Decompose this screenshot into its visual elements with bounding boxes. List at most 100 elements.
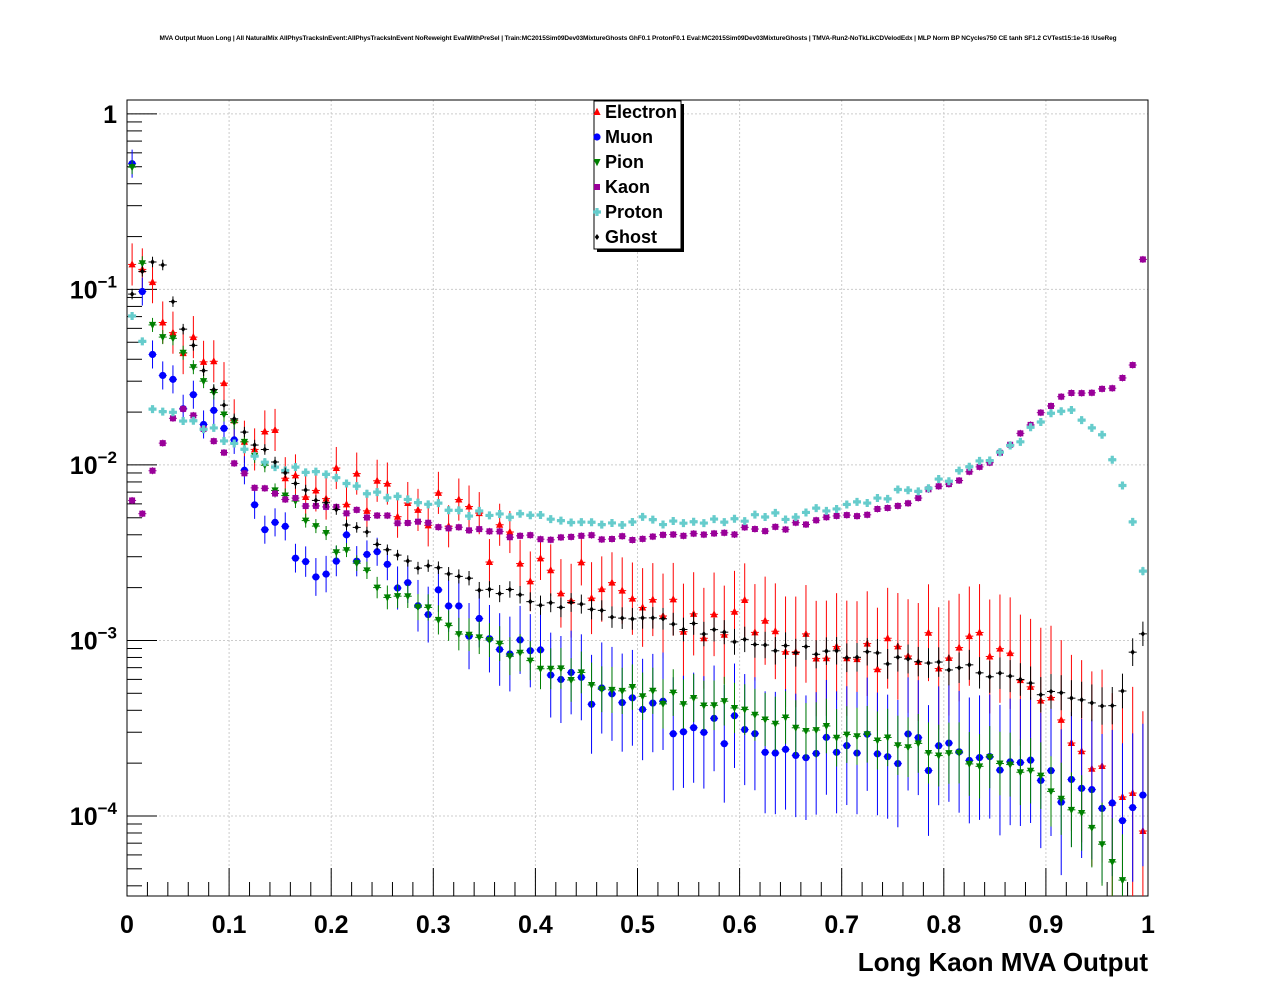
point-marker <box>650 614 656 621</box>
point-marker <box>721 529 728 536</box>
point-marker <box>415 565 421 572</box>
data-point <box>883 504 892 512</box>
data-point <box>556 516 565 525</box>
point-marker <box>210 357 218 365</box>
point-marker <box>283 469 288 476</box>
point-marker <box>761 748 769 756</box>
point-marker <box>140 268 145 275</box>
y-tick-label: 10−2 <box>70 448 117 480</box>
point-marker <box>1108 455 1117 464</box>
point-marker <box>1036 418 1045 427</box>
data-point <box>383 585 392 610</box>
point-marker <box>180 405 187 412</box>
point-marker <box>138 337 147 346</box>
data-point <box>985 660 994 693</box>
point-marker <box>588 532 595 539</box>
data-point <box>536 536 545 581</box>
data-point <box>260 515 269 544</box>
point-marker <box>446 570 451 577</box>
data-point <box>219 436 228 445</box>
point-marker <box>598 584 606 593</box>
point-marker <box>148 350 157 359</box>
point-marker <box>373 476 381 484</box>
data-point <box>546 536 555 544</box>
data-point <box>699 531 708 539</box>
data-point <box>536 648 545 690</box>
point-marker <box>783 642 788 649</box>
data-point <box>965 462 974 471</box>
data-point <box>638 607 647 629</box>
data-point <box>791 638 800 667</box>
data-point <box>250 490 259 519</box>
data-point <box>546 648 555 690</box>
point-marker <box>975 456 984 465</box>
point-marker <box>548 599 553 606</box>
point-marker <box>720 740 728 748</box>
point-marker <box>199 378 208 386</box>
point-marker <box>701 631 707 638</box>
data-point <box>924 722 933 784</box>
data-point <box>587 599 596 620</box>
point-marker <box>241 470 248 477</box>
point-marker <box>312 502 319 509</box>
data-point <box>1006 732 1015 797</box>
point-marker <box>1068 389 1075 396</box>
data-point <box>495 509 504 518</box>
point-marker <box>639 693 647 701</box>
data-point <box>934 475 943 484</box>
data-point <box>567 533 576 541</box>
data-point <box>750 525 759 533</box>
point-marker <box>373 548 381 556</box>
point-marker <box>517 532 524 539</box>
data-point <box>1016 429 1025 437</box>
point-marker <box>1120 687 1125 694</box>
point-marker <box>332 557 340 565</box>
data-point <box>812 702 821 758</box>
data-point <box>189 416 198 425</box>
data-point <box>271 408 280 452</box>
point-marker <box>710 610 718 618</box>
point-marker <box>546 515 555 524</box>
data-point <box>1098 385 1107 393</box>
data-point <box>842 500 851 509</box>
point-marker <box>170 298 176 305</box>
data-point <box>413 498 422 507</box>
point-marker <box>384 512 391 519</box>
point-marker <box>496 520 504 528</box>
point-marker <box>536 554 545 562</box>
data-point <box>148 256 157 268</box>
point-marker <box>669 689 677 697</box>
point-marker <box>577 558 585 566</box>
point-marker <box>272 490 279 497</box>
point-marker <box>436 564 441 571</box>
point-marker <box>681 626 686 633</box>
data-point <box>955 476 964 485</box>
point-marker <box>864 511 871 518</box>
point-marker <box>884 734 892 742</box>
point-marker <box>505 513 514 522</box>
point-marker <box>393 492 402 501</box>
point-marker <box>506 653 514 661</box>
data-point <box>750 688 759 741</box>
data-point <box>944 654 953 686</box>
data-point <box>607 518 616 527</box>
x-tick-label: 0.2 <box>314 911 349 939</box>
data-point <box>342 509 351 517</box>
data-point <box>740 517 749 526</box>
point-marker <box>711 626 717 633</box>
data-point <box>618 607 627 629</box>
data-point <box>812 516 821 524</box>
data-point <box>250 452 259 461</box>
data-point <box>801 508 810 517</box>
data-point <box>281 467 290 479</box>
point-marker <box>782 526 789 533</box>
point-marker <box>159 440 166 447</box>
point-marker <box>956 664 962 671</box>
data-point <box>301 502 310 510</box>
point-marker <box>1110 702 1115 709</box>
point-marker <box>230 439 239 448</box>
point-marker <box>873 665 882 673</box>
point-marker <box>201 367 206 374</box>
point-marker <box>322 470 331 479</box>
